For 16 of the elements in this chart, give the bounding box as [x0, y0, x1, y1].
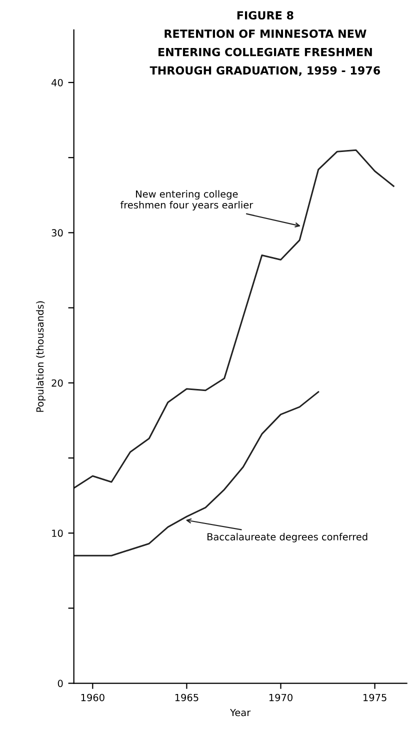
x-tick-label: 1975 — [363, 694, 386, 702]
text: FIGURE 8 RETENTION OF MINNESOTA NEW ENTERING COLLEGIATE FRESHMEN THROUGH GRADUATION, 1959 - 1976 — [150, 11, 380, 76]
x-tick-label: 1960 — [81, 694, 104, 702]
y-tick-label: 10 — [52, 530, 63, 537]
y-tick-label: 30 — [52, 229, 63, 237]
annotation: Baccalaureate degrees conferred — [208, 532, 368, 542]
line-series — [74, 149, 394, 489]
annotation: New entering college freshmen four years earlier — [120, 190, 254, 210]
x-tick-label: 1970 — [269, 694, 292, 702]
y-tick-label: 20 — [52, 379, 63, 387]
y-tick-label: 40 — [52, 78, 63, 86]
x-tick-label: 1965 — [175, 694, 198, 702]
line-series — [74, 391, 320, 556]
x-axis-title: Year — [230, 708, 251, 716]
y-tick-label: 0 — [58, 680, 63, 688]
y-axis-title: Population (thousands) — [36, 301, 46, 412]
